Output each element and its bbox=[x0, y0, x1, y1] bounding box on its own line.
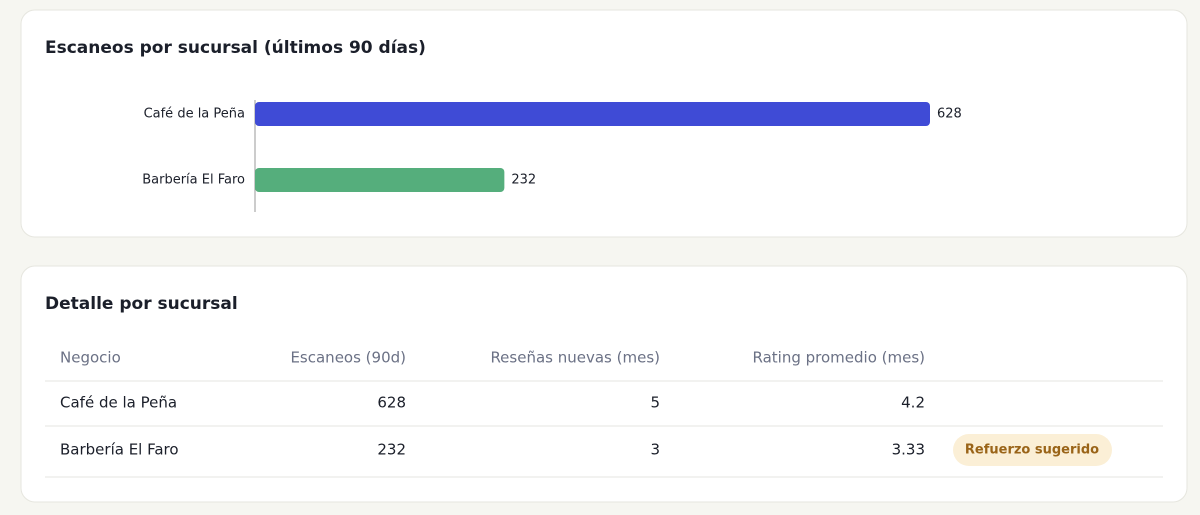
category-label: Barbería El Faro bbox=[142, 173, 245, 188]
value-label: 628 bbox=[937, 107, 962, 122]
table-title: Detalle por sucursal bbox=[45, 294, 238, 314]
column-header: Rating promedio (mes) bbox=[753, 349, 926, 367]
tag-label: Refuerzo sugerido bbox=[965, 443, 1099, 458]
bar bbox=[255, 168, 505, 192]
table-cell: 3.33 bbox=[892, 441, 925, 459]
tag-badge bbox=[953, 434, 1112, 466]
column-header: Escaneos (90d) bbox=[290, 349, 406, 367]
table-card bbox=[20, 265, 1188, 503]
column-header: Negocio bbox=[60, 349, 121, 367]
table-cell: 232 bbox=[377, 441, 406, 459]
category-label: Café de la Peña bbox=[144, 107, 245, 122]
table-cell: Barbería El Faro bbox=[60, 441, 179, 459]
value-label: 232 bbox=[511, 173, 536, 188]
chart-title: Escaneos por sucursal (últimos 90 días) bbox=[45, 38, 426, 58]
bar bbox=[255, 102, 930, 126]
table-cell: 628 bbox=[377, 394, 406, 412]
table-cell: 4.2 bbox=[901, 394, 925, 412]
table-cell: 3 bbox=[650, 441, 660, 459]
table-cell: 5 bbox=[650, 394, 660, 412]
column-header: Reseñas nuevas (mes) bbox=[490, 349, 660, 367]
table-cell: Café de la Peña bbox=[60, 394, 177, 412]
